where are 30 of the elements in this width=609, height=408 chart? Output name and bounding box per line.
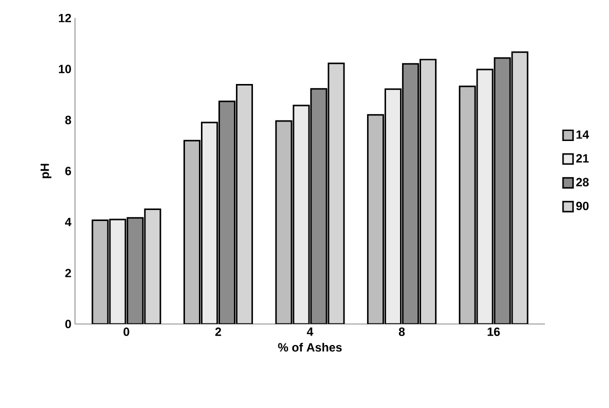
bar xyxy=(476,68,494,324)
x-tick-label: 8 xyxy=(398,328,405,336)
legend-label: 90 xyxy=(576,202,589,210)
x-tick-label: 0 xyxy=(124,328,130,336)
x-axis-title: % of Ashes xyxy=(278,342,342,352)
bar xyxy=(384,88,402,324)
bar xyxy=(183,140,200,324)
y-tick-label: 4 xyxy=(65,218,72,226)
y-tick-label: 8 xyxy=(65,116,72,124)
x-tick-label: 16 xyxy=(488,328,500,336)
y-axis-title: pH xyxy=(40,164,52,178)
x-tick-label: 2 xyxy=(215,328,222,336)
bar xyxy=(420,58,437,324)
y-tick-label: 6 xyxy=(65,166,72,176)
bar xyxy=(458,86,476,324)
legend-label: 14 xyxy=(576,130,590,139)
x-tick-label: 4 xyxy=(306,328,314,336)
bar xyxy=(511,51,528,324)
y-tick-label: 10 xyxy=(58,64,71,74)
y-tick-label: 0 xyxy=(65,320,71,328)
y-tick-label: 12 xyxy=(58,14,71,22)
bar xyxy=(200,122,218,324)
y-tick-label: 2 xyxy=(65,268,72,278)
legend-label: 21 xyxy=(576,154,589,162)
bar xyxy=(236,84,253,324)
bar xyxy=(292,104,310,324)
bar xyxy=(275,120,292,324)
bar xyxy=(328,62,345,324)
bar xyxy=(367,114,384,324)
legend-label: 28 xyxy=(576,178,589,186)
